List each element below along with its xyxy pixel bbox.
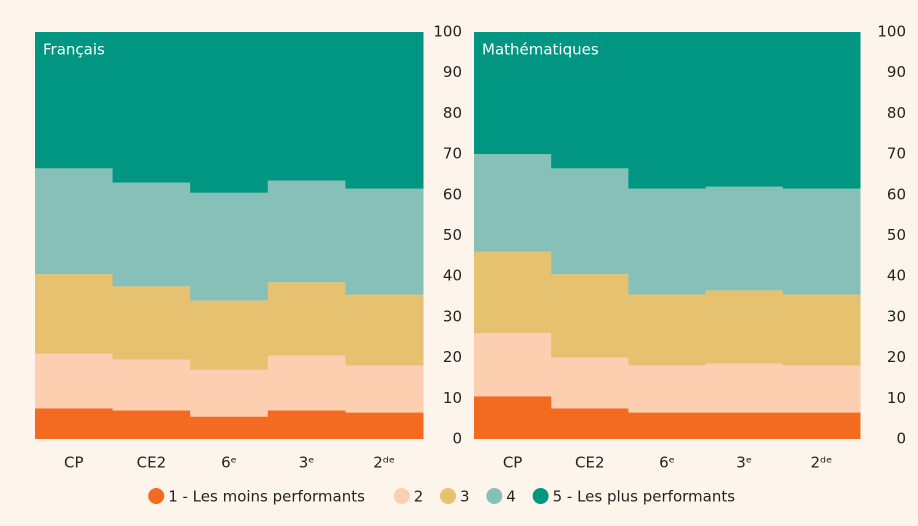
y-tick-label: 40 [887,267,906,285]
y-tick-label: 70 [887,145,906,163]
y-tick-label: 50 [443,226,462,244]
y-tick-label: 60 [443,185,462,203]
bar-segment [628,412,707,439]
bar-segment [782,294,861,366]
bar-segment [782,188,861,295]
bar-segment [267,32,346,181]
x-tick-label: CP [503,454,523,472]
y-tick-label: 80 [443,104,462,122]
y-tick-label: 20 [887,348,906,366]
bar-segment [267,355,346,411]
y-tick-label: 100 [877,23,906,41]
bar-segment [782,32,861,189]
bar-segment [112,32,191,183]
x-tick-label: 2ᵈᵉ [373,454,395,472]
legend-label: 1 - Les moins performants [168,488,365,506]
bar-segment [267,180,346,283]
legend-swatch [532,488,549,504]
bar-segment [628,365,707,413]
bar-segment [551,168,629,275]
bar-segment [112,410,191,439]
bar-segment [551,408,629,439]
x-tick-label: 2ᵈᵉ [810,454,832,472]
y-tick-label: 10 [887,389,906,407]
y-tick-label: 10 [443,389,462,407]
legend-swatch [486,488,503,504]
bar-segment [782,412,861,439]
bar-segment [628,32,707,189]
x-tick-label: CE2 [575,454,605,472]
bar-segment [345,294,424,366]
y-tick-label: 30 [887,307,906,325]
panel-title: Mathématiques [482,41,599,59]
legend-label: 5 - Les plus performants [553,488,736,506]
bar-segment [628,294,707,366]
bar-segment [474,251,552,334]
y-tick-label: 100 [433,23,462,41]
panel-title: Français [43,41,105,59]
bar-segment [35,274,114,354]
y-tick-label: 30 [443,307,462,325]
bar-segment [474,396,552,439]
legend-swatch [393,488,410,504]
bar-segment [474,32,552,155]
bar-segment [35,32,114,169]
bar-segment [551,357,629,409]
bar-segment [705,290,784,364]
y-tick-label: 0 [896,430,906,448]
bar-segment [112,359,191,411]
bar-segment [705,363,784,413]
y-tick-label: 60 [887,185,906,203]
bar-segment [345,188,424,295]
bar-segment [705,32,784,187]
x-tick-label: 3ᵉ [299,454,315,472]
bar-segment [628,188,707,295]
bar-segment [112,286,191,360]
bar-segment [267,282,346,356]
y-tick-label: 80 [887,104,906,122]
bar-segment [112,182,191,287]
x-tick-label: 3ᵉ [736,454,752,472]
x-tick-label: CE2 [137,454,167,472]
y-tick-label: 40 [443,267,462,285]
y-tick-label: 0 [452,430,462,448]
y-tick-label: 20 [443,348,462,366]
legend-swatch [440,488,456,504]
x-tick-label: 6ᵉ [659,454,675,472]
x-tick-label: 6ᵉ [221,454,237,472]
bar-segment [35,353,114,409]
bar-segment [474,333,552,397]
bar-segment [190,300,269,370]
y-tick-label: 90 [443,63,462,81]
bar-segment [345,365,424,413]
bar-segment [705,412,784,439]
bar-segment [35,168,114,275]
bar-segment [190,416,269,439]
bar-segment [190,192,269,301]
bar-segment [551,274,629,358]
bar-segment [474,154,552,252]
bar-segment [345,412,424,439]
bar-segment [782,365,861,413]
bar-segment [190,369,269,417]
legend-label: 2 [414,488,424,506]
legend-label: 3 [460,488,470,506]
legend-swatch [148,488,165,504]
y-tick-label: 50 [887,226,906,244]
bar-segment [267,410,346,439]
legend-label: 4 [506,488,516,506]
bar-segment [190,32,269,193]
bar-segment [551,32,629,169]
x-tick-label: CP [64,454,84,472]
y-tick-label: 90 [887,63,906,81]
bar-segment [705,186,784,291]
bar-segment [345,32,424,189]
y-tick-label: 70 [443,145,462,163]
bar-segment [35,408,114,439]
